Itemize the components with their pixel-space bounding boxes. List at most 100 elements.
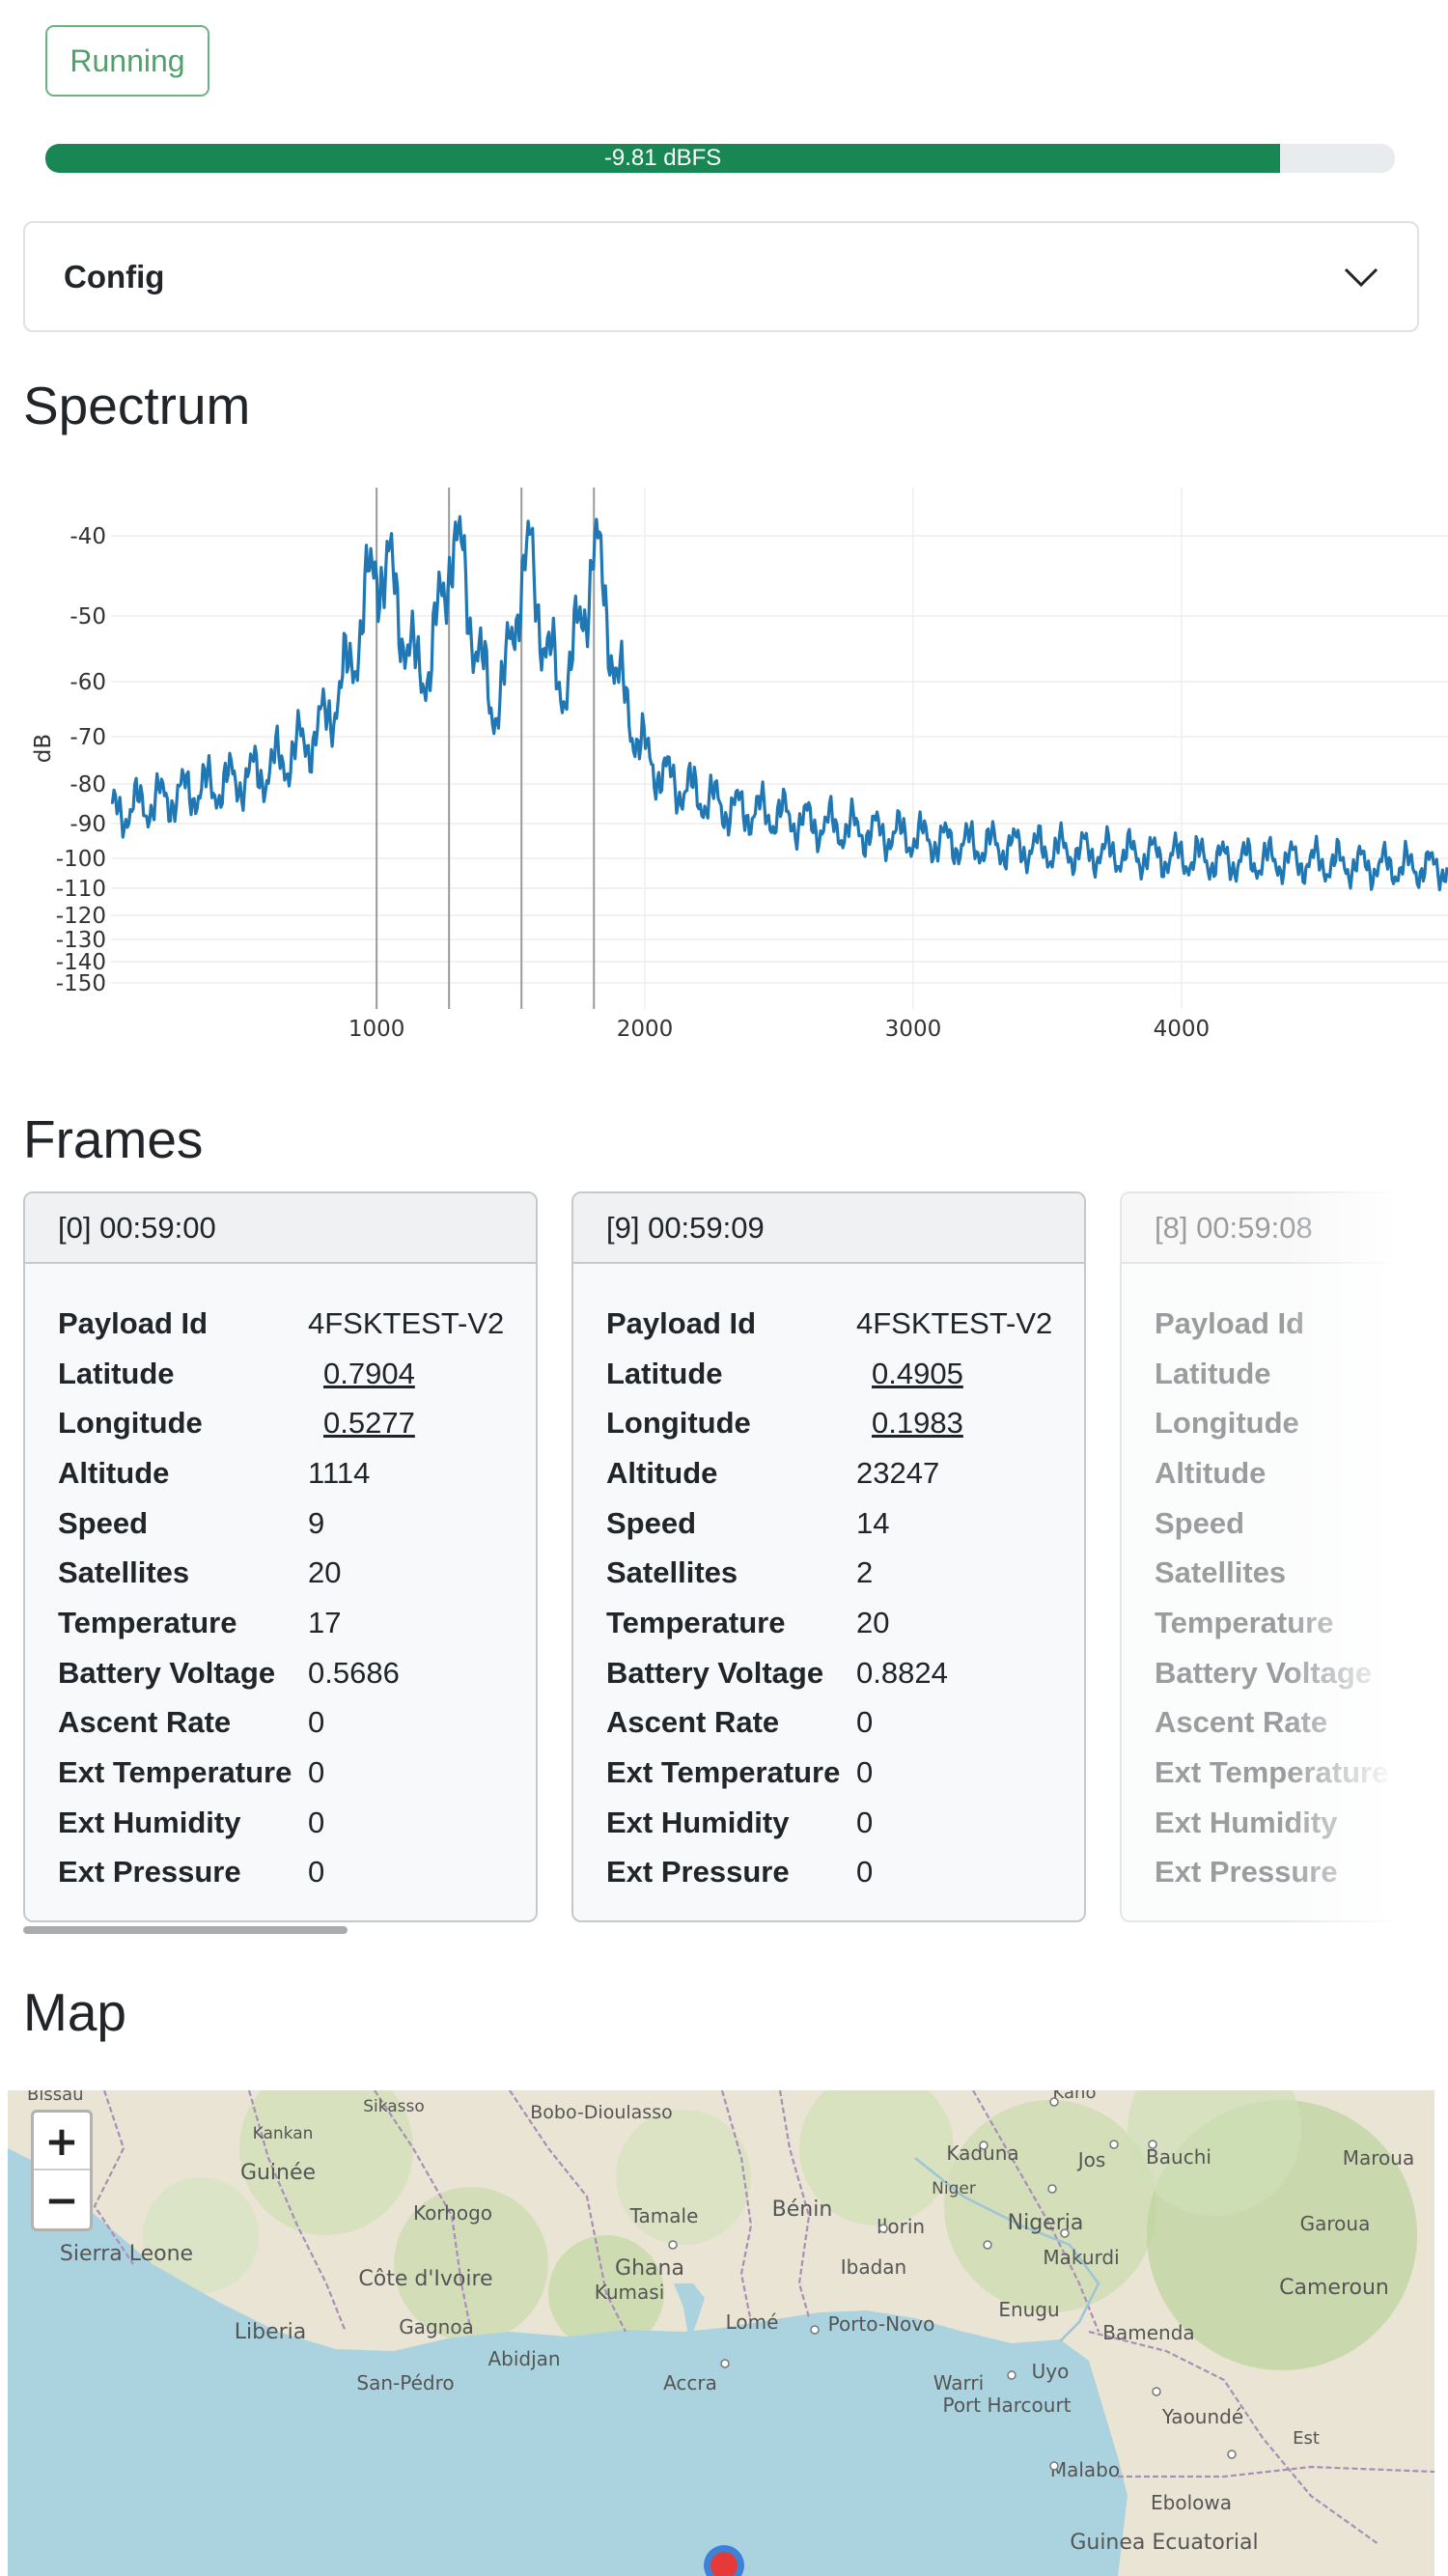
map-place-label: Tamale <box>629 2204 699 2227</box>
frame-row: Temperature 20 <box>606 1598 1084 1648</box>
country-border <box>1088 2330 1379 2545</box>
frame-header: [8] 00:59:08 <box>1122 1193 1419 1264</box>
frame-field-label: Ext Pressure <box>1155 1855 1338 1890</box>
frame-field-label: Longitude <box>1155 1406 1299 1441</box>
config-accordion[interactable]: Config <box>23 221 1419 332</box>
map-place-label: Gagnoa <box>399 2315 474 2338</box>
frame-card: [9] 00:59:09 Payload Id 4FSKTEST-V2 Latitud… <box>571 1191 1086 1922</box>
frame-field-value: 2 <box>856 1555 874 1590</box>
map-tiles[interactable]: Bissau Sikasso Bobo-Dioulasso Kano Kankan Gui… <box>8 2090 1434 2576</box>
frame-row: Satellites 20 <box>58 1548 536 1598</box>
frame-row: Battery Voltage <box>1155 1648 1419 1698</box>
frame-field-value: 0 <box>308 1705 325 1740</box>
frame-body: Payload Id Latitude Longitude Altitude Speed… <box>1122 1264 1419 1897</box>
map-place-label: Kankan <box>253 2124 314 2143</box>
frame-row: Ext Pressure <box>1155 1848 1419 1898</box>
vegetation-patch <box>944 2100 1156 2312</box>
frame-row: Ascent Rate 0 <box>606 1698 1084 1749</box>
map-place-label: Kumasi <box>595 2281 665 2304</box>
frame-body: Payload Id 4FSKTEST-V2 Latitude 0.4905 Longi… <box>573 1264 1084 1897</box>
city-dot <box>979 2141 989 2150</box>
frame-row: Temperature 17 <box>58 1598 536 1648</box>
frame-field-label: Speed <box>1155 1505 1245 1540</box>
frame-field-value: 17 <box>308 1605 342 1639</box>
country-border <box>1118 2465 1434 2478</box>
frame-field-label: Satellites <box>1155 1555 1287 1590</box>
frame-field-label: Latitude <box>58 1356 175 1390</box>
map-heading: Map <box>23 1982 126 2042</box>
frame-row: Longitude <box>1155 1398 1419 1448</box>
frame-coordinate-link[interactable]: 0.4905 <box>872 1356 963 1390</box>
frame-row: Latitude <box>1155 1349 1419 1399</box>
map-place-label: Ghana <box>615 2256 684 2281</box>
vegetation-patch <box>1128 2090 1301 2216</box>
city-dot <box>1060 2228 1070 2238</box>
frame-coordinate-link[interactable]: 0.5277 <box>323 1406 415 1441</box>
frame-field-label: Ext Temperature <box>58 1755 292 1790</box>
frame-row: Longitude 0.1983 <box>606 1398 1084 1448</box>
map-place-label: Abidjan <box>487 2347 560 2370</box>
frame-field-label: Ext Pressure <box>58 1855 241 1890</box>
spectrum-heading: Spectrum <box>23 376 251 435</box>
y-tick-label: -120 <box>56 904 106 929</box>
frame-row: Temperature <box>1155 1598 1419 1648</box>
city-dot <box>810 2325 820 2335</box>
city-dot <box>668 2240 678 2250</box>
spectrum-chart[interactable]: -40 -50 -60 -70 -80 -90 -100 -110-120-130-140-1… <box>0 473 1448 1052</box>
y-tick-label: -50 <box>70 604 106 630</box>
vegetation-patch <box>616 2110 751 2245</box>
vegetation-patch <box>799 2090 954 2226</box>
map-place-label: Korhogo <box>413 2201 492 2225</box>
map-place-label: Yaoundé <box>1161 2405 1243 2428</box>
map-view[interactable]: Bissau Sikasso Bobo-Dioulasso Kano Kankan Gui… <box>8 2090 1434 2576</box>
frame-field-label: Ext Pressure <box>606 1855 790 1890</box>
frame-row: Latitude 0.7904 <box>58 1349 536 1399</box>
ocean <box>8 2148 1128 2576</box>
map-place-label: Niger <box>932 2179 976 2198</box>
frame-field-label: Ext Humidity <box>58 1805 241 1839</box>
frame-field-value: 4FSKTEST-V2 <box>856 1305 1053 1340</box>
zoom-control: + − <box>31 2110 93 2231</box>
frames-scrollbar[interactable] <box>23 1926 348 1934</box>
y-tick-label: -130 <box>56 928 106 953</box>
frame-field-value: 0 <box>856 1855 874 1890</box>
frame-field-value: 0 <box>308 1755 325 1790</box>
frame-row: Battery Voltage 0.5686 <box>58 1648 536 1698</box>
zoom-in-button[interactable]: + <box>34 2113 90 2170</box>
frame-coordinate-link[interactable]: 0.1983 <box>872 1406 963 1441</box>
frame-row: Ext Temperature <box>1155 1748 1419 1798</box>
frame-row: Ascent Rate 0 <box>58 1698 536 1749</box>
map-place-label: Port Harcourt <box>942 2394 1071 2417</box>
city-dot <box>878 2224 888 2233</box>
frame-row: Ext Temperature 0 <box>58 1748 536 1798</box>
frame-field-label: Ascent Rate <box>1155 1705 1328 1740</box>
frame-field-value: 14 <box>856 1505 890 1540</box>
map-place-label: Côte d'Ivoire <box>358 2267 492 2291</box>
country-border <box>972 2090 1100 2333</box>
zoom-out-button[interactable]: − <box>44 2175 79 2224</box>
frame-field-label: Latitude <box>1155 1356 1271 1390</box>
frame-field-label: Speed <box>606 1505 697 1540</box>
frame-coordinate-link[interactable]: 0.7904 <box>323 1356 415 1390</box>
map-place-label: Bissau <box>27 2090 84 2105</box>
frame-field-label: Altitude <box>1155 1455 1267 1490</box>
map-place-label: Bobo-Dioulasso <box>530 2102 672 2123</box>
chevron-down-icon[interactable] <box>1344 266 1378 288</box>
city-dot <box>1049 2097 1059 2107</box>
frame-field-label: Ascent Rate <box>58 1705 232 1740</box>
city-dot <box>1047 2184 1057 2194</box>
running-button[interactable]: Running <box>45 25 209 97</box>
frame-row: Speed 9 <box>58 1498 536 1549</box>
country-border <box>720 2090 753 2323</box>
frame-field-label: Ascent Rate <box>606 1705 780 1740</box>
frame-field-label: Speed <box>58 1505 149 1540</box>
frame-field-value: 0.8824 <box>856 1655 948 1690</box>
map-place-label: Bénin <box>772 2198 833 2222</box>
frame-row: Payload Id <box>1155 1299 1419 1349</box>
frame-field-label: Ext Humidity <box>1155 1805 1338 1839</box>
frame-field-value: 4FSKTEST-V2 <box>308 1305 505 1340</box>
frame-field-value: 0 <box>308 1805 325 1839</box>
frames-scroller[interactable]: [0] 00:59:00 Payload Id 4FSKTEST-V2 Latitud… <box>23 1191 1419 1945</box>
river <box>914 2157 1100 2342</box>
frame-field-label: Battery Voltage <box>606 1655 824 1690</box>
